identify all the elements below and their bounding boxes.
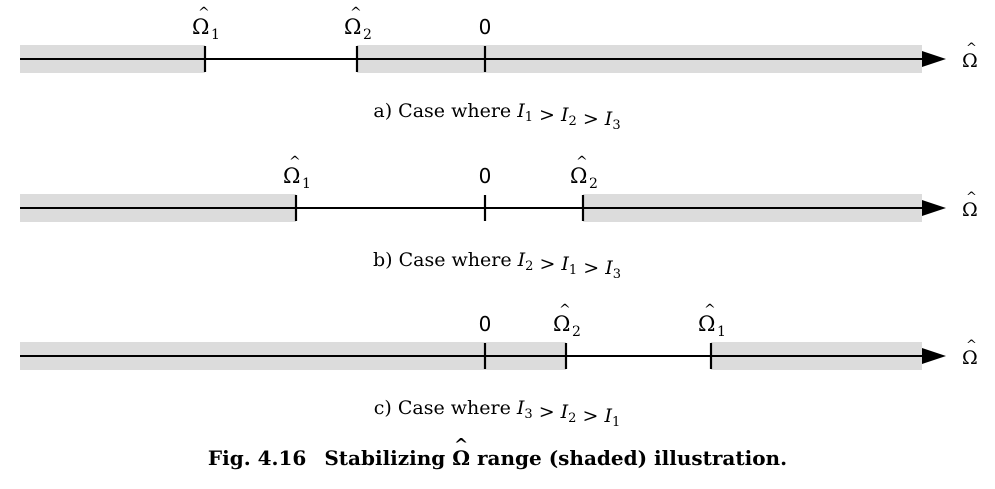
case-a-tick-omega-2: Ω [344, 15, 361, 39]
case-c-tick-zero: 0 [479, 312, 492, 336]
case-c-caption: c) Case where I3 > I2 > I1 [374, 397, 621, 430]
case-b-tick-sub-1: 1 [302, 176, 311, 192]
case-b-axis: Ω^Ω^1 0 Ω^2b) Case where I2 > I1 > I3 [20, 154, 978, 282]
case-c-arrow-icon [922, 348, 946, 364]
case-a-tick-sub-2: 2 [363, 27, 372, 43]
case-a-axis: Ω^Ω^1 Ω^2 0a) Case where I1 > I2 > I3 [20, 5, 978, 133]
case-a-tick-zero: 0 [479, 15, 492, 39]
case-b-tick-1: Ω^1 [283, 154, 311, 221]
case-c-tick-2: Ω^2 [553, 302, 581, 369]
figure-number: Fig. 4.16 [207, 446, 307, 470]
case-a-tick-1: Ω^1 [192, 5, 220, 72]
case-a-tick-hat-2: ^ [350, 5, 362, 21]
figure-caption: Fig. 4.16 Stabilizing Ω range (shaded) il… [0, 446, 995, 470]
case-b-tick-2: 0 [479, 164, 492, 221]
case-c-axis-symbol: Ω^ [962, 338, 978, 369]
case-b-tick-zero: 0 [479, 164, 492, 188]
figure-caption-before: Stabilizing [324, 446, 446, 470]
case-b-tick-omega-3: Ω [570, 164, 587, 188]
case-a-tick-omega-1: Ω [192, 15, 209, 39]
case-a-caption: a) Case where I1 > I2 > I3 [373, 100, 620, 133]
case-b-tick-sub-3: 2 [589, 176, 598, 192]
case-b-tick-hat-3: ^ [576, 154, 588, 170]
case-c-tick-1: 0 [479, 312, 492, 369]
case-a-tick-3: 0 [479, 15, 492, 72]
case-a-axis-symbol: Ω^ [962, 41, 978, 72]
case-b-axis-hat: ^ [966, 190, 977, 205]
case-c-tick-3: Ω^1 [698, 302, 726, 369]
case-c-tick-hat-3: ^ [704, 302, 716, 318]
case-a-tick-sub-1: 1 [211, 27, 220, 43]
case-c-tick-omega-2: Ω [553, 312, 570, 336]
figure-caption-after: range (shaded) illustration. [477, 446, 788, 470]
case-b-axis-omega: Ω [962, 199, 978, 221]
case-a-axis-hat: ^ [966, 41, 977, 56]
case-a-axis-omega: Ω [962, 50, 978, 72]
case-a-arrow-icon [922, 51, 946, 67]
case-b-caption: b) Case where I2 > I1 > I3 [373, 249, 621, 282]
case-b-tick-3: Ω^2 [570, 154, 598, 221]
case-b-tick-omega-1: Ω [283, 164, 300, 188]
case-c-axis-hat: ^ [966, 338, 977, 353]
case-c-tick-omega-3: Ω [698, 312, 715, 336]
case-b-axis-symbol: Ω^ [962, 190, 978, 221]
case-c-tick-hat-2: ^ [559, 302, 571, 318]
case-c-tick-sub-3: 1 [717, 324, 726, 340]
omega-hat-symbol: Ω [452, 446, 470, 470]
case-a-tick-2: Ω^2 [344, 5, 372, 72]
case-c-tick-sub-2: 2 [572, 324, 581, 340]
case-b-arrow-icon [922, 200, 946, 216]
case-c-axis-omega: Ω [962, 347, 978, 369]
case-b-tick-hat-1: ^ [289, 154, 301, 170]
case-c-axis: Ω^0 Ω^2 Ω^1c) Case where I3 > I2 > I1 [20, 302, 978, 430]
case-a-tick-hat-1: ^ [198, 5, 210, 21]
